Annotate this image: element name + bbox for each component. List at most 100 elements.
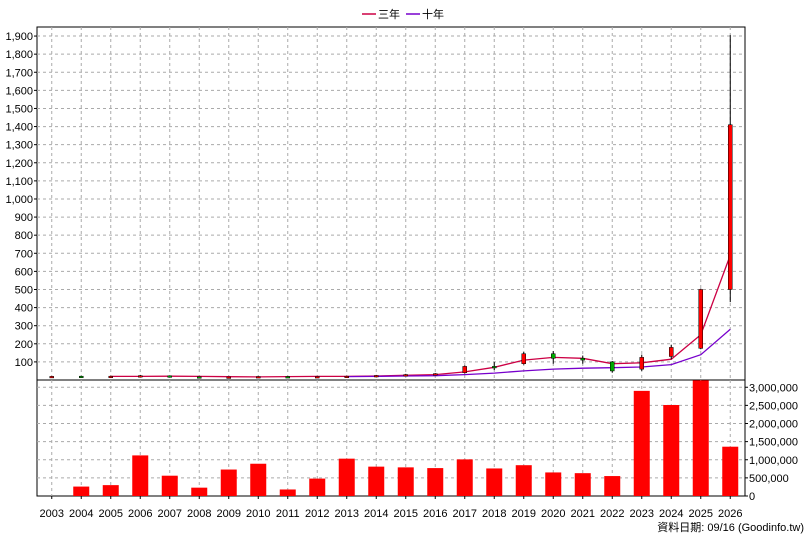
- x-tick-label: 2015: [394, 508, 418, 520]
- price-y-tick-label: 1,600: [5, 85, 33, 97]
- candle-body: [403, 374, 408, 377]
- x-tick-label: 2023: [630, 508, 654, 520]
- candle-body: [49, 376, 54, 379]
- candle-body: [315, 376, 320, 379]
- volume-bar-2021: [574, 473, 591, 496]
- series-line-10yr: [346, 328, 731, 378]
- moving-average-lines: [110, 254, 731, 378]
- candle-body: [492, 366, 497, 369]
- price-y-tick-label: 500: [15, 284, 33, 296]
- candle-2005: [108, 375, 113, 378]
- x-tick-label: 2017: [453, 508, 477, 520]
- candle-body: [108, 375, 113, 378]
- candle-2013: [344, 375, 349, 378]
- volume-bars: [73, 380, 739, 496]
- footer-source: 資料日期: 09/16 (Goodinfo.tw): [657, 520, 804, 534]
- candle-body: [610, 361, 615, 372]
- candle-body: [256, 376, 261, 379]
- candle-body: [462, 366, 467, 374]
- x-tick-label: 2010: [246, 508, 270, 520]
- x-tick-label: 2020: [541, 508, 565, 520]
- volume-bar-2005: [102, 485, 119, 496]
- candle-2019: [521, 351, 526, 365]
- x-tick-label: 2006: [128, 508, 152, 520]
- volume-bar-2026: [722, 446, 739, 496]
- volume-y-tick-label: 2,500,000: [749, 400, 798, 412]
- volume-y-tick-label: 500,000: [749, 473, 789, 485]
- price-y-tick-label: 400: [15, 303, 33, 315]
- legend-label-3yr: 三年: [378, 7, 400, 21]
- x-tick-label: 2026: [718, 508, 742, 520]
- x-tick-label: 2016: [423, 508, 447, 520]
- volume-bar-2004: [73, 486, 90, 496]
- volume-bar-2020: [545, 472, 562, 496]
- volume-panel: 0 500,000 1,000,000 1,500,000 2,000,000 2,500…: [36, 379, 798, 503]
- x-tick-label: 2003: [40, 508, 64, 520]
- volume-y-tick-label: 0: [749, 491, 755, 503]
- candle-2024: [669, 344, 674, 360]
- volume-bar-2013: [338, 458, 355, 496]
- price-y-tick-label: 1,700: [5, 67, 33, 79]
- price-y-tick-label: 1,000: [5, 194, 33, 206]
- candle-2003: [49, 376, 54, 379]
- volume-bar-2007: [161, 475, 178, 496]
- x-tick-label: 2025: [689, 508, 713, 520]
- x-tick-label: 2018: [482, 508, 506, 520]
- volume-bar-2022: [604, 476, 621, 496]
- candle-2004: [79, 375, 84, 378]
- x-tick-label: 2013: [335, 508, 359, 520]
- price-y-tick-label: 100: [15, 357, 33, 369]
- volume-bar-2012: [309, 478, 326, 496]
- volume-bar-2017: [456, 459, 473, 496]
- price-candles: [49, 35, 733, 379]
- candle-2007: [167, 375, 172, 378]
- candle-body: [698, 289, 703, 349]
- candle-2022: [610, 360, 615, 373]
- volume-bar-2009: [220, 469, 237, 496]
- candle-body: [521, 353, 526, 364]
- volume-y-tick-label: 1,000,000: [749, 455, 798, 467]
- candle-2025: [698, 288, 703, 350]
- volume-bar-2016: [427, 468, 444, 496]
- price-y-tick-label: 1,800: [5, 49, 33, 61]
- candle-2012: [315, 376, 320, 379]
- candle-2006: [138, 374, 143, 378]
- candle-body: [669, 347, 674, 357]
- candle-2011: [285, 376, 290, 379]
- candle-2010: [256, 376, 261, 379]
- price-y-tick-label: 1,100: [5, 176, 33, 188]
- price-y-tick-label: 1,200: [5, 158, 33, 170]
- volume-panel-frame: [36, 379, 746, 497]
- candle-2014: [374, 374, 379, 378]
- volume-bar-2011: [279, 489, 296, 496]
- candle-body: [580, 358, 585, 361]
- volume-bar-2025: [692, 380, 709, 496]
- candle-body: [285, 376, 290, 379]
- volume-bar-2008: [191, 487, 208, 496]
- candle-body: [433, 373, 438, 376]
- volume-bar-2024: [663, 405, 680, 496]
- candle-2020: [551, 351, 556, 364]
- volume-bar-2023: [633, 390, 650, 496]
- x-axis: 2003 2004 2005 2006 2007 2008 2009 2010 2011 2012…: [40, 496, 742, 520]
- legend: 三年 十年: [362, 7, 444, 21]
- price-y-tick-label: 600: [15, 266, 33, 278]
- x-tick-label: 2005: [99, 508, 123, 520]
- price-y-tick-label: 700: [15, 248, 33, 260]
- candle-body: [167, 375, 172, 378]
- candle-2026: [728, 35, 733, 303]
- volume-y-axis: 0 500,000 1,000,000 1,500,000 2,000,000 2,500…: [745, 382, 798, 503]
- price-panel-frame: [36, 26, 746, 381]
- volume-y-tick-label: 1,500,000: [749, 437, 798, 449]
- candle-body: [551, 353, 556, 359]
- candle-body: [138, 375, 143, 378]
- x-tick-label: 2004: [69, 508, 93, 520]
- price-panel: 100 200 300 400 500 600 700 800 900 1,000 1,100 1,2…: [5, 26, 746, 381]
- x-tick-label: 2012: [305, 508, 329, 520]
- price-y-tick-label: 1,900: [5, 31, 33, 43]
- x-tick-label: 2008: [187, 508, 211, 520]
- candle-body: [728, 124, 733, 290]
- price-y-tick-label: 1,300: [5, 140, 33, 152]
- x-tick-label: 2011: [276, 508, 300, 520]
